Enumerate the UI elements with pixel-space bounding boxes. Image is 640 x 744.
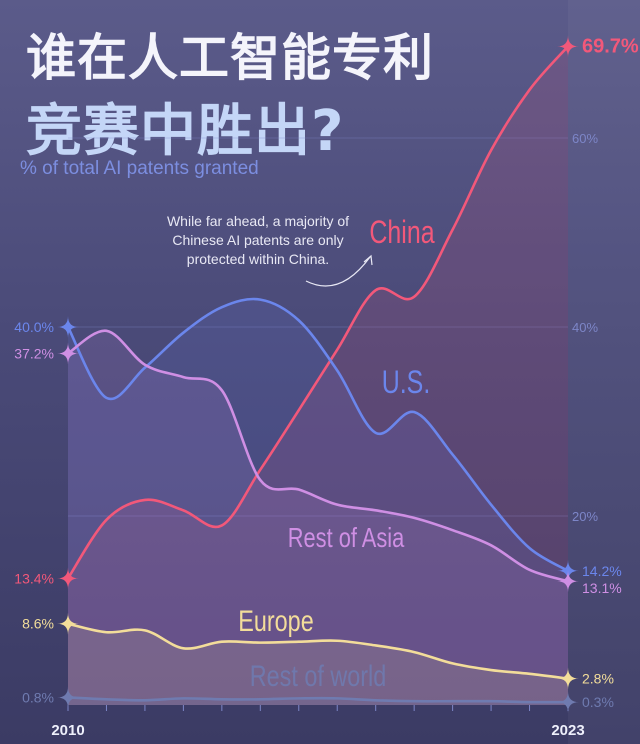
y-tick-label: 20%	[572, 509, 598, 524]
sparkle-marker	[57, 316, 79, 338]
area-u-s-	[68, 299, 568, 705]
sparkle-marker	[557, 35, 579, 58]
area-china	[68, 46, 568, 705]
sparkle-marker	[557, 691, 579, 714]
start-value-label: 0.8%	[22, 689, 54, 705]
right-band	[568, 0, 640, 744]
series-label: U.S.	[382, 365, 431, 401]
annotation: While far ahead, a majority of Chinese A…	[166, 213, 350, 267]
sparkle-marker	[57, 612, 79, 635]
line-europe	[67, 622, 569, 680]
end-value-label: 69.7%	[582, 35, 639, 57]
sparkle-marker	[57, 342, 79, 365]
x-tick-label: 2010	[51, 722, 84, 739]
annotation-arrow	[305, 256, 371, 287]
sparkle-marker	[57, 686, 79, 709]
line-u-s-	[66, 297, 569, 572]
end-value-label: 0.3%	[582, 694, 614, 710]
line-rest-of-asia	[67, 329, 569, 583]
sparkle-marker	[557, 570, 579, 593]
end-value-label: 14.2%	[582, 563, 622, 579]
title-line-2: 竞赛中胜出?	[26, 99, 345, 164]
area-rest-of-asia	[68, 330, 568, 705]
end-value-label: 13.1%	[582, 580, 622, 596]
y-tick-label: 40%	[572, 320, 598, 335]
start-value-label: 37.2%	[14, 345, 54, 361]
arrowhead-icon	[363, 254, 373, 266]
start-value-label: 8.6%	[22, 616, 54, 632]
series-label: Rest of Asia	[288, 522, 405, 553]
series-label: China	[369, 215, 434, 251]
subtitle: % of total AI patents granted	[20, 158, 259, 179]
sparkle-marker	[557, 667, 579, 690]
end-value-label: 2.8%	[582, 671, 614, 687]
area-europe	[68, 623, 568, 705]
title-line-1: 谁在人工智能专利	[26, 29, 434, 87]
y-tick-label: 60%	[572, 131, 598, 146]
start-value-label: 13.4%	[14, 570, 54, 586]
line-china	[66, 45, 569, 580]
series-label: Europe	[238, 604, 313, 637]
line-rest-of-world	[67, 696, 569, 704]
sparkle-marker	[57, 567, 79, 590]
series-label: Rest of world	[250, 659, 386, 692]
x-tick-label: 2023	[551, 722, 584, 739]
start-value-label: 40.0%	[14, 319, 54, 335]
